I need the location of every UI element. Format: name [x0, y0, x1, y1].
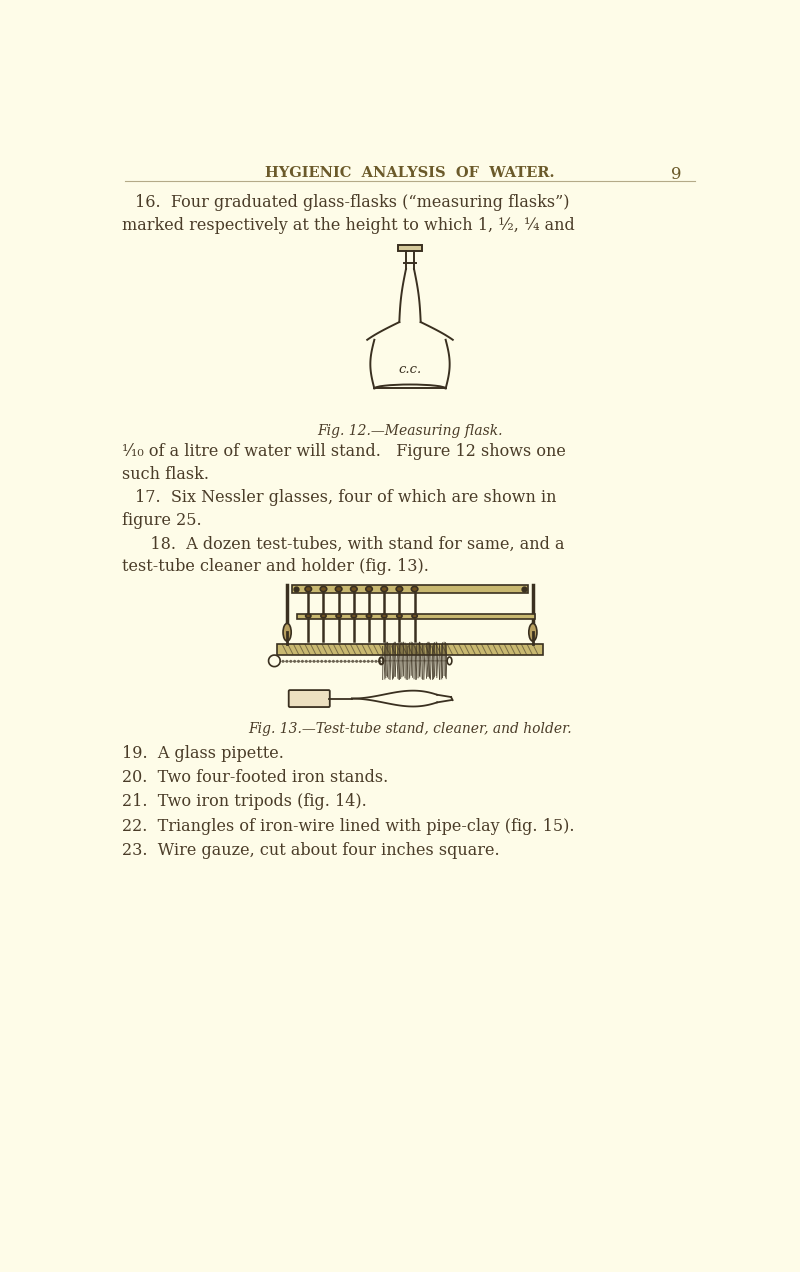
Text: 21.  Two iron tripods (fig. 14).: 21. Two iron tripods (fig. 14). [122, 794, 366, 810]
Text: 19.  A glass pipette.: 19. A glass pipette. [122, 745, 283, 762]
Text: HYGIENIC  ANALYSIS  OF  WATER.: HYGIENIC ANALYSIS OF WATER. [266, 165, 554, 179]
Bar [398, 245, 422, 252]
Ellipse shape [320, 586, 326, 591]
Ellipse shape [336, 614, 342, 618]
Ellipse shape [529, 623, 537, 641]
Ellipse shape [411, 586, 418, 591]
Bar [278, 644, 542, 655]
Text: ¹⁄₁₀ of a litre of water will stand.   Figure 12 shows one: ¹⁄₁₀ of a litre of water will stand. Fig… [122, 443, 566, 460]
Ellipse shape [335, 586, 342, 591]
Ellipse shape [305, 586, 311, 591]
Text: 22.  Triangles of iron-wire lined with pipe-clay (fig. 15).: 22. Triangles of iron-wire lined with pi… [122, 818, 574, 834]
Text: such flask.: such flask. [122, 466, 209, 483]
Text: 18.  A dozen test-tubes, with stand for same, and a: 18. A dozen test-tubes, with stand for s… [135, 536, 564, 552]
Ellipse shape [321, 614, 326, 618]
Text: 17.  Six Nessler glasses, four of which are shown in: 17. Six Nessler glasses, four of which a… [135, 490, 556, 506]
Bar [292, 585, 528, 593]
Text: Fig. 12.—Measuring flask.: Fig. 12.—Measuring flask. [318, 424, 502, 438]
Text: 16.  Four graduated glass-flasks (“measuring flasks”): 16. Four graduated glass-flasks (“measur… [135, 195, 570, 211]
Ellipse shape [381, 586, 387, 591]
Text: figure 25.: figure 25. [122, 513, 202, 529]
Ellipse shape [396, 586, 402, 591]
Ellipse shape [382, 614, 387, 618]
Bar [297, 614, 535, 618]
Text: test-tube cleaner and holder (fig. 13).: test-tube cleaner and holder (fig. 13). [122, 558, 429, 575]
Text: c.c.: c.c. [398, 363, 422, 375]
Ellipse shape [306, 614, 311, 618]
Text: 20.  Two four-footed iron stands.: 20. Two four-footed iron stands. [122, 770, 388, 786]
Text: 9: 9 [670, 165, 682, 183]
Ellipse shape [366, 614, 372, 618]
Ellipse shape [350, 586, 357, 591]
Ellipse shape [397, 614, 402, 618]
Text: marked respectively at the height to which 1, ½, ¼ and: marked respectively at the height to whi… [122, 218, 574, 234]
Ellipse shape [366, 586, 372, 591]
Ellipse shape [412, 614, 418, 618]
Ellipse shape [283, 623, 291, 641]
FancyBboxPatch shape [289, 691, 330, 707]
Text: Fig. 13.—Test-tube stand, cleaner, and holder.: Fig. 13.—Test-tube stand, cleaner, and h… [248, 721, 572, 735]
Ellipse shape [351, 614, 357, 618]
Text: 23.  Wire gauze, cut about four inches square.: 23. Wire gauze, cut about four inches sq… [122, 842, 499, 859]
